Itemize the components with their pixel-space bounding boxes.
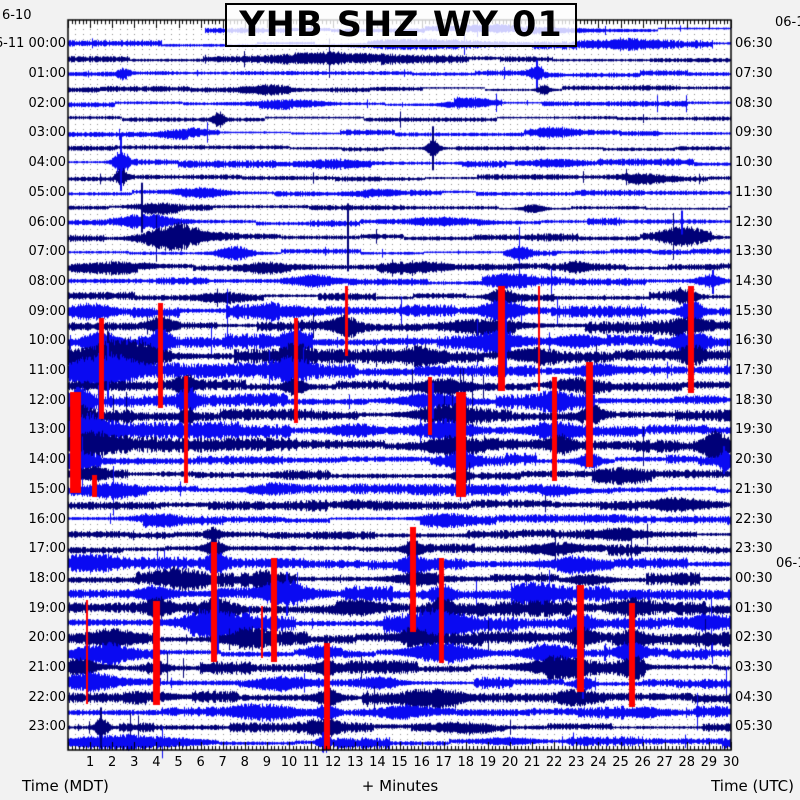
left-time-label: 22:00 xyxy=(28,689,66,705)
right-time-label: 08:30 xyxy=(735,95,773,111)
right-time-label: 23:30 xyxy=(735,541,773,557)
right-time-label: 17:30 xyxy=(735,363,773,379)
left-time-label: 13:00 xyxy=(28,422,66,438)
right-time-label: 11:30 xyxy=(735,184,773,200)
minute-tick-label: 20 xyxy=(501,755,519,770)
minute-tick-label: 19 xyxy=(479,755,497,770)
left-time-label: 18:00 xyxy=(28,570,66,586)
minute-tick-label: 10 xyxy=(280,755,298,770)
right-time-label: 15:30 xyxy=(735,303,773,319)
left-time-label: 06:00 xyxy=(28,214,66,230)
minute-tick-label: 14 xyxy=(369,755,386,770)
right-time-label: 21:30 xyxy=(735,481,773,497)
minute-tick-label: 18 xyxy=(457,755,475,770)
minute-tick-label: 29 xyxy=(700,755,718,770)
left-time-label: 05:00 xyxy=(28,184,66,200)
left-time-label: 10:00 xyxy=(28,333,66,349)
minute-tick-label: 13 xyxy=(347,755,364,770)
footer-left-axis-label: Time (MDT) xyxy=(22,777,109,795)
minute-tick-label: 12 xyxy=(324,755,342,770)
date-top-right: 06-1 xyxy=(775,15,800,30)
minute-tick-label: 1 xyxy=(85,755,95,770)
left-time-label: 12:00 xyxy=(28,392,66,408)
left-time-label: 15:00 xyxy=(28,481,66,497)
minute-tick-label: 24 xyxy=(590,755,607,770)
right-time-label: 09:30 xyxy=(735,125,773,141)
right-time-label: 18:30 xyxy=(735,392,773,408)
minute-tick-label: 5 xyxy=(174,755,183,770)
minute-tick-label: 28 xyxy=(678,755,696,770)
plot-title: YHB SHZ WY 01 xyxy=(239,5,563,45)
left-time-label: 16:00 xyxy=(28,511,66,527)
left-time-label: 17:00 xyxy=(28,541,66,557)
right-time-label: 19:30 xyxy=(735,422,773,438)
right-time-label: 03:30 xyxy=(735,660,773,676)
right-time-label: 22:30 xyxy=(735,511,773,527)
left-time-label: 08:00 xyxy=(28,273,66,289)
minute-tick-label: 9 xyxy=(262,755,272,770)
left-time-label: 14:00 xyxy=(28,452,66,468)
left-time-label: 19:00 xyxy=(28,600,66,616)
left-time-label: 06-11 00:00 xyxy=(0,36,66,52)
left-time-label: 20:00 xyxy=(28,630,66,646)
minute-tick-label: 23 xyxy=(568,755,585,770)
footer-right-axis-label: Time (UTC) xyxy=(711,777,794,795)
left-time-label: 21:00 xyxy=(28,660,66,676)
minute-tick-label: 2 xyxy=(108,755,117,770)
footer-center-axis-label: + Minutes xyxy=(361,777,439,795)
right-time-label: 01:30 xyxy=(735,600,773,616)
right-time-label: 04:30 xyxy=(735,689,773,705)
right-time-label: 02:30 xyxy=(735,630,773,646)
right-time-label: 16:30 xyxy=(735,333,773,349)
left-time-label: 09:00 xyxy=(28,303,66,319)
left-time-label: 03:00 xyxy=(28,125,66,141)
minute-tick-label: 27 xyxy=(656,755,673,770)
minute-tick-label: 16 xyxy=(413,755,430,770)
right-time-label: 00:30 xyxy=(735,570,773,586)
left-time-label: 04:00 xyxy=(28,155,66,171)
right-time-label: 13:30 xyxy=(735,244,773,260)
right-time-label: 12:30 xyxy=(735,214,773,230)
minute-tick-label: 3 xyxy=(130,755,139,770)
right-time-label: 20:30 xyxy=(735,452,773,468)
right-time-label: 07:30 xyxy=(735,66,773,82)
minute-tick-label: 15 xyxy=(391,755,408,770)
minute-tick-label: 6 xyxy=(196,755,205,770)
minute-tick-label: 25 xyxy=(612,755,629,770)
minute-tick-label: 30 xyxy=(722,755,740,770)
right-time-label: 14:30 xyxy=(735,273,773,289)
date-top-left: 6-10 xyxy=(2,8,32,23)
left-time-label: 02:00 xyxy=(28,95,66,111)
minute-tick-label: 21 xyxy=(523,755,541,770)
minute-tick-label: 17 xyxy=(435,755,452,770)
right-time-label: 10:30 xyxy=(735,155,773,171)
minute-tick-label: 11 xyxy=(302,755,320,770)
right-time-label: 05:30 xyxy=(735,719,773,735)
left-time-label: 01:00 xyxy=(28,66,66,82)
minute-tick-label: 26 xyxy=(634,755,651,770)
right-time-label: 06:30 xyxy=(735,36,773,52)
minute-tick-label: 4 xyxy=(152,755,161,770)
left-time-label: 11:00 xyxy=(28,363,66,379)
date-mid-right: 06-1 xyxy=(776,556,800,571)
left-time-label: 23:00 xyxy=(28,719,66,735)
minute-tick-label: 8 xyxy=(240,755,249,770)
minute-tick-label: 7 xyxy=(218,755,227,770)
left-time-label: 07:00 xyxy=(28,244,66,260)
minute-tick-label: 22 xyxy=(545,755,563,770)
title-box: YHB SHZ WY 01 xyxy=(225,3,577,47)
